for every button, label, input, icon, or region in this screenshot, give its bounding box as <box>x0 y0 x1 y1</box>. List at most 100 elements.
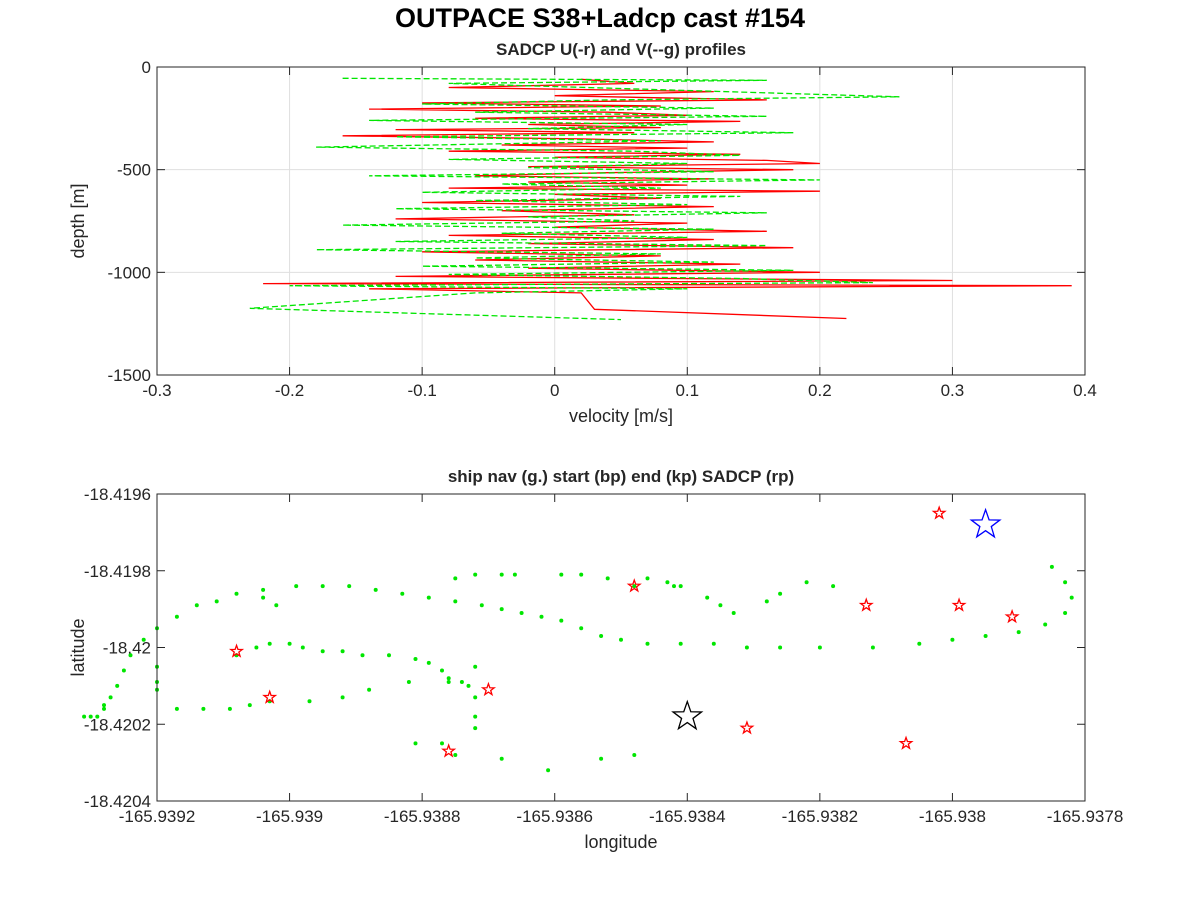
ship-nav-point <box>227 706 232 711</box>
ship-nav-point <box>453 753 458 757</box>
start-star-marker <box>969 507 1002 539</box>
ship-nav-point <box>579 626 584 631</box>
ship-nav-point <box>632 753 637 757</box>
series-line-u <box>263 78 1072 320</box>
ship-nav-point <box>817 645 822 650</box>
x-tick-label: -165.9388 <box>384 807 461 826</box>
x-tick-label: 0.2 <box>808 381 832 400</box>
ship-nav-point <box>479 603 484 608</box>
ship-nav-point <box>731 611 736 615</box>
ship-nav-point <box>387 653 391 658</box>
ship-nav-point <box>413 657 418 661</box>
ship-nav-point <box>473 664 478 669</box>
ship-nav-point <box>499 607 504 612</box>
x-tick-label: 0.4 <box>1073 381 1097 400</box>
x-tick-label: -0.3 <box>142 381 171 400</box>
ship-nav-point <box>519 611 524 615</box>
ship-nav-point <box>1069 595 1074 600</box>
ship-nav-point <box>294 584 299 589</box>
ship-nav-point <box>632 584 637 589</box>
ship-nav-point <box>764 599 769 604</box>
ship-nav-point <box>950 637 955 642</box>
ship-nav-point <box>102 703 106 708</box>
sadcp-star-marker <box>858 597 874 612</box>
x-tick-label: 0 <box>550 381 559 400</box>
ship-nav-point <box>320 584 325 589</box>
axes-title: SADCP U(-r) and V(--g) profiles <box>496 40 746 59</box>
ship-nav-point <box>267 641 272 646</box>
sadcp-star-marker <box>898 735 914 750</box>
x-tick-label: 0.1 <box>675 381 699 400</box>
ship-nav-point <box>559 572 564 577</box>
ship-nav-point <box>1049 564 1054 569</box>
ship-nav-point <box>459 680 464 684</box>
x-tick-label: -165.9386 <box>516 807 593 826</box>
y-tick-label: -18.4202 <box>84 715 151 734</box>
ship-nav-point <box>214 599 219 604</box>
ship-nav-point <box>831 584 836 589</box>
y-tick-label: -18.4204 <box>84 792 151 811</box>
sadcp-star-marker <box>1004 608 1020 624</box>
ship-nav-point <box>917 641 922 646</box>
ship-nav-point <box>705 595 710 600</box>
figure-title: OUTPACE S38+Ladcp cast #154 <box>395 3 805 33</box>
ship-nav-point <box>778 591 783 596</box>
ship-nav-point <box>605 576 610 581</box>
ship-nav-point <box>261 587 266 592</box>
ship-nav-point <box>619 637 623 642</box>
y-tick-label: -18.4196 <box>84 485 151 504</box>
ship-nav-point <box>453 599 458 604</box>
ship-nav-point <box>174 614 179 619</box>
ship-nav-point <box>340 695 345 700</box>
ship-nav-point <box>300 645 305 650</box>
y-tick-label: 0 <box>142 58 151 77</box>
y-tick-label: -1500 <box>108 366 151 385</box>
x-axis-label: velocity [m/s] <box>569 406 673 426</box>
ship-nav-point <box>440 668 444 673</box>
ship-nav-point <box>599 756 604 761</box>
ship-nav-point <box>473 726 478 731</box>
ship-nav-point <box>446 676 451 681</box>
y-tick-label: -1000 <box>108 263 151 282</box>
ship-nav-point <box>499 756 504 761</box>
ship-nav-point <box>473 572 478 577</box>
ship-nav-point <box>983 634 988 638</box>
ship-nav-point <box>274 603 279 608</box>
ship-nav-point <box>711 641 716 646</box>
series-line-v <box>249 77 900 321</box>
ship-nav-point <box>546 768 551 773</box>
ship-nav-point <box>678 584 683 589</box>
ship-nav-point <box>599 634 604 638</box>
ship-nav-point <box>247 703 252 708</box>
ship-nav-point <box>194 603 199 608</box>
ship-nav-point <box>870 645 875 650</box>
sadcp-star-marker <box>739 720 755 735</box>
axes-frame <box>156 66 1086 376</box>
axes-title: ship nav (g.) start (bp) end (kp) SADCP … <box>448 467 794 486</box>
ship-nav-point <box>499 572 504 577</box>
ship-nav-point <box>406 680 411 684</box>
ship-nav-point <box>559 618 564 623</box>
x-tick-label: -0.1 <box>407 381 436 400</box>
y-tick-label: -18.4198 <box>84 562 151 581</box>
ship-nav-point <box>539 614 544 619</box>
x-tick-label: -165.9382 <box>782 807 859 826</box>
ship-nav-point <box>373 587 378 592</box>
ship-nav-point <box>413 741 418 746</box>
ship-nav-point <box>1063 611 1068 615</box>
ship-nav-point <box>579 572 584 577</box>
ship-nav-point <box>367 687 372 692</box>
ship-nav-point <box>778 645 783 650</box>
ship-nav-point <box>645 641 650 646</box>
x-tick-label: -165.938 <box>919 807 986 826</box>
ship-nav-point <box>307 699 312 704</box>
ship-nav-point <box>1043 622 1048 627</box>
x-tick-label: -165.939 <box>256 807 323 826</box>
ship-nav-point <box>744 645 749 650</box>
sadcp-star-marker <box>626 578 642 593</box>
ship-nav-point <box>254 645 259 650</box>
sadcp-star-marker <box>441 743 457 758</box>
ship-nav-point <box>446 680 451 684</box>
ship-nav-point <box>453 576 458 581</box>
sadcp-star-marker <box>228 643 245 658</box>
